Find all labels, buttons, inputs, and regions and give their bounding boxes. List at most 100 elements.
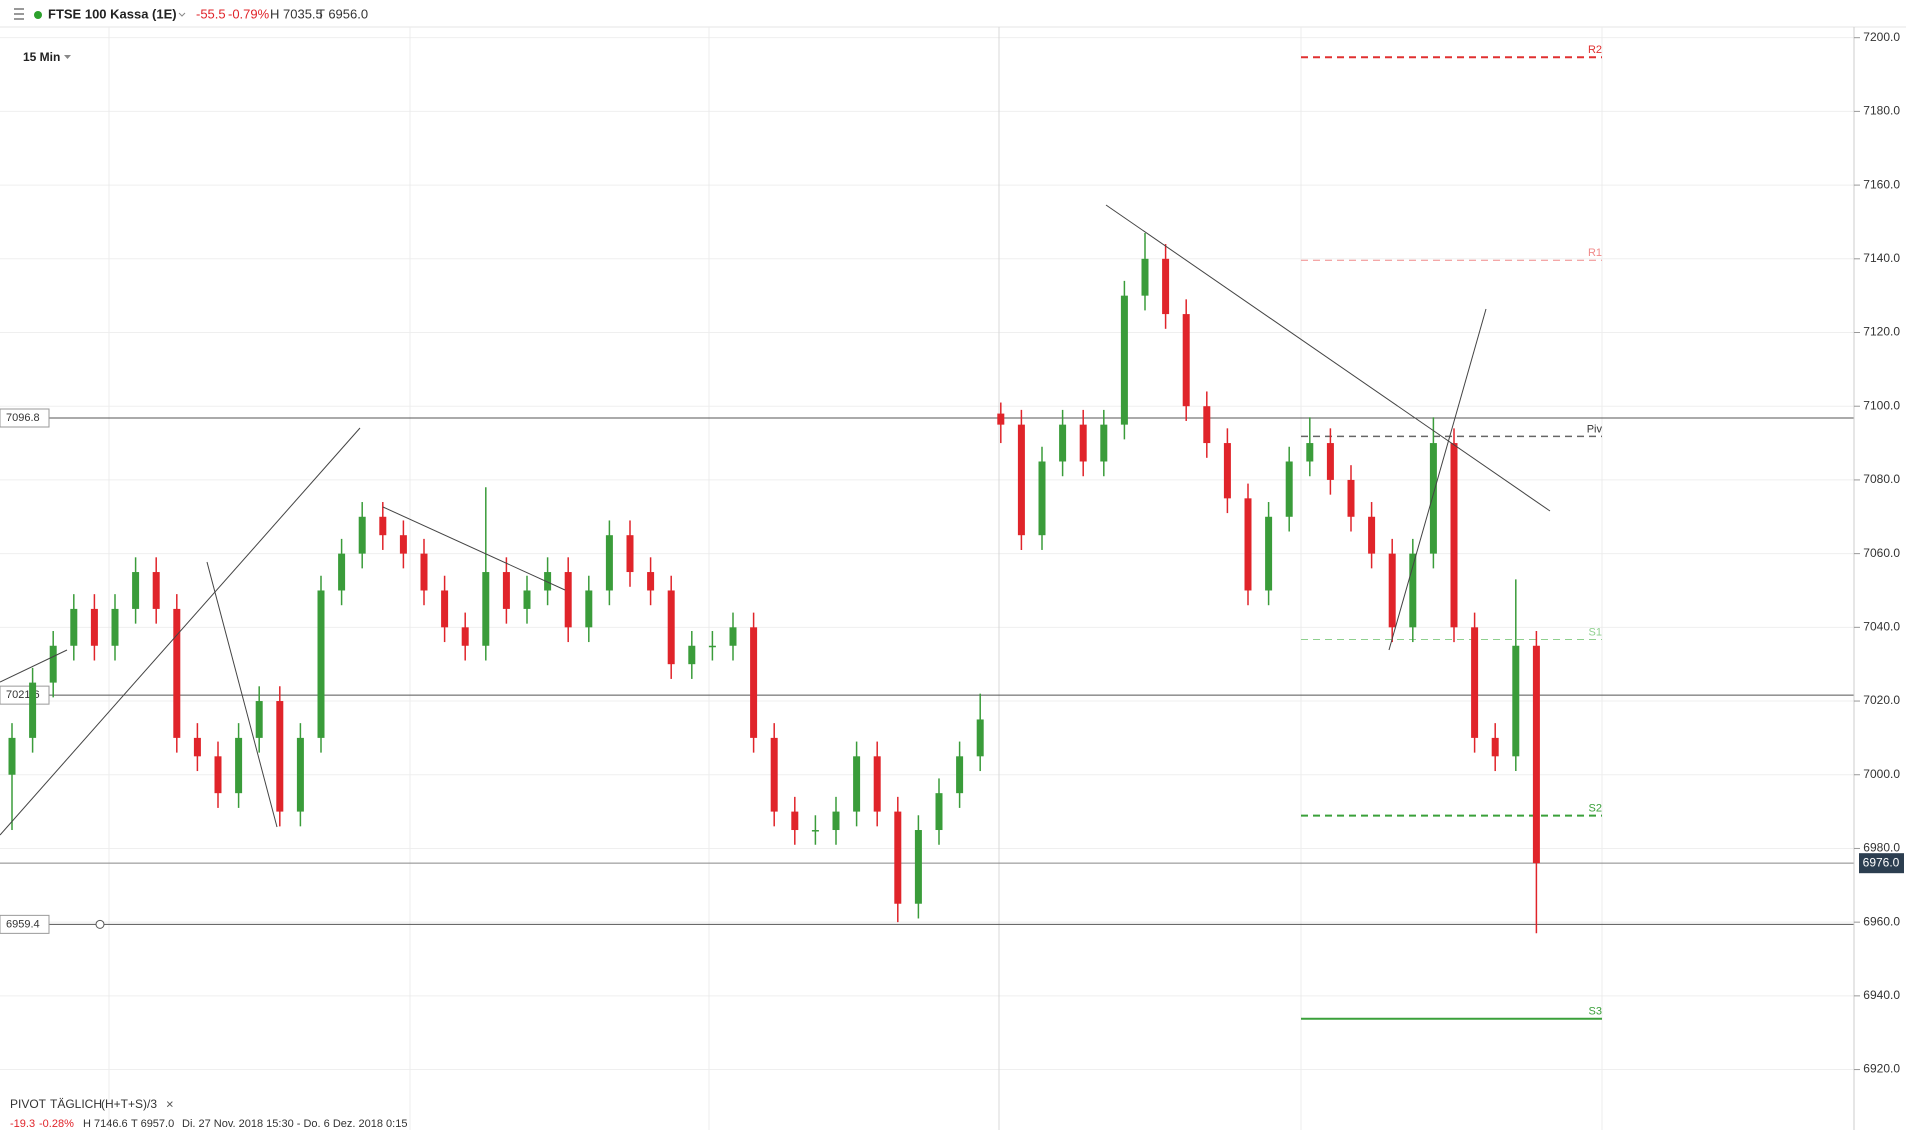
trend-lines xyxy=(0,204,1551,836)
candle-body xyxy=(420,553,428,591)
line-handle xyxy=(95,919,105,929)
pivot-label: R1 xyxy=(1588,247,1602,259)
candle-body xyxy=(1182,314,1190,407)
candle-body xyxy=(564,572,572,628)
y-tick-label: 7100.0 xyxy=(1863,398,1900,412)
candle-body xyxy=(255,701,263,738)
pivot-label: Piv xyxy=(1587,423,1603,435)
candle-body xyxy=(832,811,840,831)
y-tick-label: 7080.0 xyxy=(1863,472,1900,486)
grid xyxy=(0,37,1854,1071)
candle-body xyxy=(90,608,98,646)
candle-body xyxy=(770,737,778,812)
high: H 7035.5 xyxy=(270,6,323,21)
candle-body xyxy=(338,553,346,591)
candle-body xyxy=(1141,258,1149,296)
candle-body xyxy=(399,535,407,554)
y-tick-label: 6960.0 xyxy=(1863,914,1900,928)
y-tick-label: 7000.0 xyxy=(1863,767,1900,781)
candle-body xyxy=(1491,737,1499,757)
y-tick-label: 7020.0 xyxy=(1863,693,1900,707)
y-tick-label: 7180.0 xyxy=(1863,104,1900,118)
candle-body xyxy=(1223,443,1231,499)
candle-body xyxy=(173,608,181,738)
candle-body xyxy=(482,572,490,646)
timeframe[interactable]: 15 Min xyxy=(23,50,60,64)
last-price-label: 6976.0 xyxy=(1863,855,1900,869)
candle-body xyxy=(1326,443,1334,480)
candle-body xyxy=(276,701,284,812)
symbol[interactable]: FTSE 100 Kassa (1E) xyxy=(48,6,177,21)
candle-body xyxy=(379,516,387,536)
y-tick-label: 7160.0 xyxy=(1863,177,1900,191)
candle-body xyxy=(1429,443,1437,554)
indicator-period: TÄGLICH xyxy=(50,1097,102,1111)
menu-icon[interactable] xyxy=(14,8,24,20)
candle-body xyxy=(647,572,655,591)
pivot-label: S1 xyxy=(1589,626,1602,638)
footer-high: H 7146.6 xyxy=(83,1118,128,1130)
candle-body xyxy=(544,572,552,591)
y-tick-label: 7060.0 xyxy=(1863,546,1900,560)
line-label-box xyxy=(0,685,50,705)
symbol-chevron[interactable] xyxy=(178,12,186,17)
candle-body xyxy=(626,535,634,573)
candle-body xyxy=(1017,424,1025,536)
candle-body xyxy=(956,756,964,794)
candle-body xyxy=(1120,295,1128,425)
candle-body xyxy=(1265,516,1273,591)
candle-body xyxy=(1450,443,1458,628)
candle-body xyxy=(461,627,469,646)
candle-body xyxy=(811,830,819,832)
line-label-box xyxy=(0,914,50,934)
candle-body xyxy=(111,608,119,646)
candle-body xyxy=(1079,424,1087,462)
y-tick-label: 7040.0 xyxy=(1863,620,1900,634)
y-tick-label: 6980.0 xyxy=(1863,841,1900,855)
candle-body xyxy=(1306,443,1314,462)
candle-body xyxy=(1347,479,1355,517)
candle-body xyxy=(1100,424,1108,462)
change-pct: -0.79% xyxy=(228,6,270,21)
y-tick-label: 6920.0 xyxy=(1863,1062,1900,1076)
line-label-box xyxy=(0,408,50,428)
candle-body xyxy=(49,645,57,683)
last-price-box xyxy=(1859,853,1904,874)
low: T 6956.0 xyxy=(317,6,368,21)
candle-body xyxy=(750,627,758,738)
candle-body xyxy=(235,737,243,794)
status-dot xyxy=(34,11,42,19)
footer-change-pct: -0.28% xyxy=(39,1118,74,1130)
pivot-label: R2 xyxy=(1588,44,1602,56)
footer-range: Di. 27 Nov. 2018 15:30 - Do. 6 Dez. 2018… xyxy=(182,1118,407,1130)
candle-body xyxy=(1409,553,1417,628)
candle-body xyxy=(667,590,675,665)
top-bar xyxy=(0,0,1906,27)
line-label: 7096.8 xyxy=(6,412,40,424)
candle-body xyxy=(1162,258,1170,315)
candle-body xyxy=(935,793,943,831)
candle-body xyxy=(605,535,613,591)
indicator-close[interactable]: × xyxy=(166,1096,174,1111)
candle-body xyxy=(152,572,160,609)
candle-body xyxy=(688,645,696,665)
footer-change: -19.3 xyxy=(10,1118,35,1130)
y-tick-label: 6940.0 xyxy=(1863,988,1900,1002)
candle-body xyxy=(729,627,737,646)
candle-body xyxy=(1532,645,1540,864)
timeframe-dropdown[interactable] xyxy=(64,55,71,59)
candle-body xyxy=(29,682,37,738)
candle-body xyxy=(317,590,325,738)
candle-body xyxy=(873,756,881,812)
candle-body xyxy=(1038,461,1046,536)
candle-body xyxy=(132,572,140,609)
candle-body xyxy=(1512,645,1520,757)
y-tick-label: 7140.0 xyxy=(1863,251,1900,265)
indicator-name: PIVOT xyxy=(10,1097,47,1111)
candle-body xyxy=(976,719,984,757)
change: -55.5 xyxy=(196,6,226,21)
candle-body xyxy=(193,737,201,757)
